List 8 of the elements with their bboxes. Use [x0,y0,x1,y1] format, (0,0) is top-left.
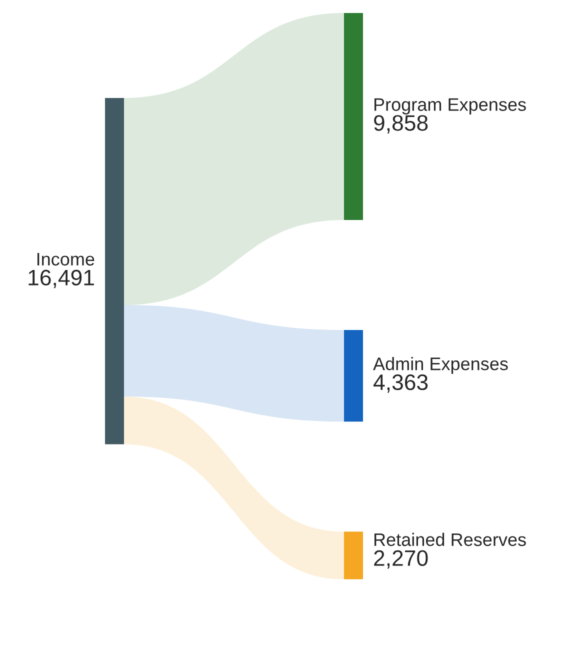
category-label: Program Expenses [374,98,526,115]
category-label: Income [37,252,94,266]
data-label: 4,363 [374,374,428,393]
data-label: 9,858 [374,115,428,134]
category-label: Admin Expenses [373,357,508,374]
data-label: 16,491 [28,270,94,288]
category-label: Retained Reserves [374,532,526,546]
data-label: 2,270 [374,550,428,569]
